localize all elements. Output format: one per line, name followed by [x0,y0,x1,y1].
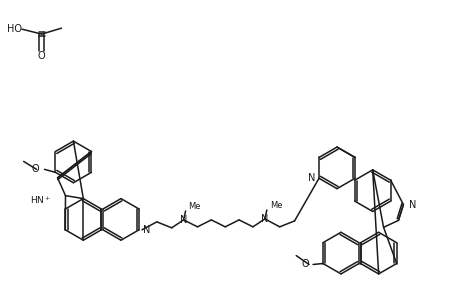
Text: Me: Me [189,201,201,211]
Text: HN$^+$: HN$^+$ [30,195,52,206]
Text: N: N [409,200,417,209]
Text: N: N [180,215,187,225]
Text: N: N [308,173,315,183]
Text: O: O [38,51,45,61]
Text: Me: Me [270,201,282,209]
Text: N: N [143,225,150,235]
Text: O: O [301,258,309,269]
Text: N: N [261,214,268,224]
Text: O: O [32,164,39,174]
Text: HO: HO [7,24,22,34]
